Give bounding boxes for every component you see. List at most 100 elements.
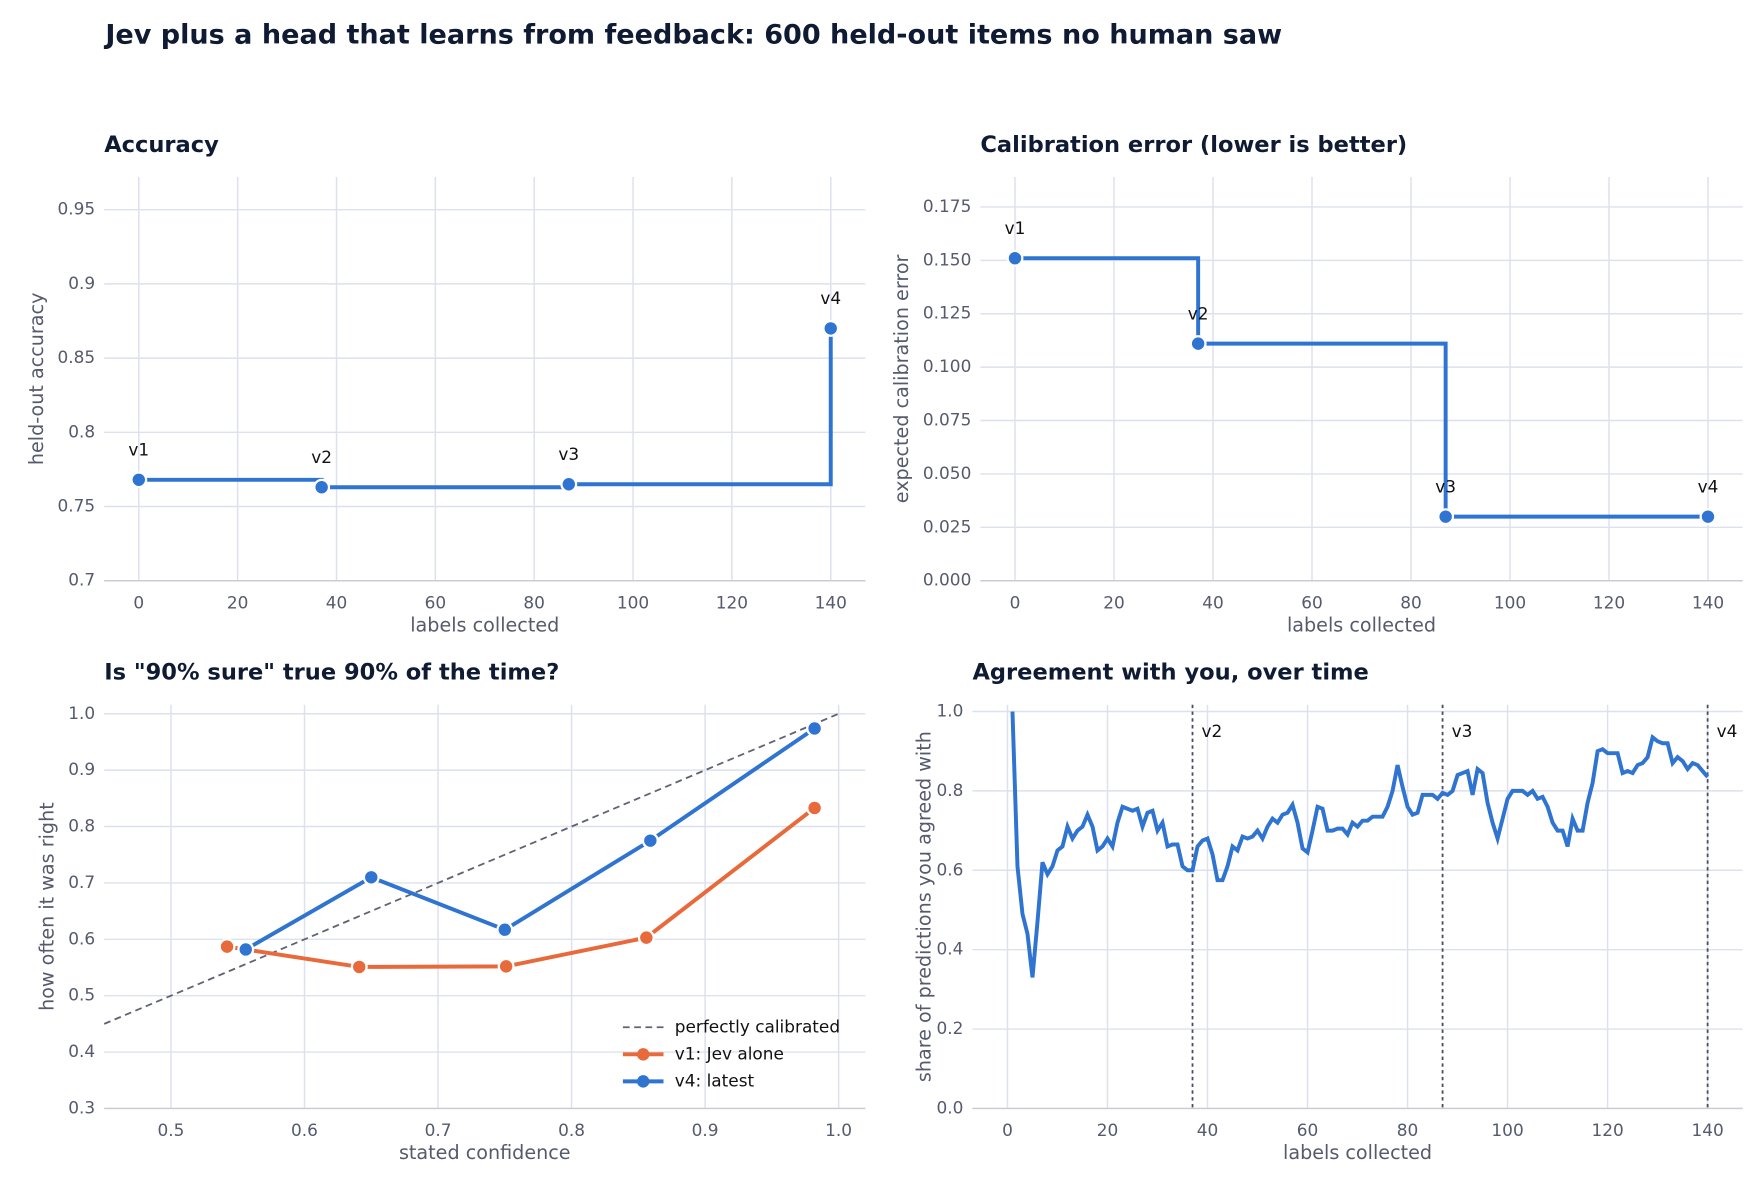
- point: [560, 475, 578, 493]
- point: [313, 478, 331, 496]
- x-tick-label: 60: [1301, 592, 1323, 612]
- x-tick-label: 140: [815, 592, 847, 612]
- step-connector: [1198, 341, 1448, 517]
- subplot-title: Agreement with you, over time: [972, 660, 1368, 686]
- figure-title: Jev plus a head that learns from feedbac…: [103, 20, 1282, 51]
- x-tick-label: 1.0: [825, 1120, 852, 1140]
- x-tick-label: 80: [1400, 592, 1422, 612]
- point: [806, 719, 824, 737]
- y-tick-label: 0.6: [68, 928, 95, 948]
- step-connector: [568, 328, 833, 487]
- x-tick-label: 20: [1097, 1120, 1119, 1140]
- step-connector: [1015, 256, 1201, 344]
- x-tick-label: 140: [1691, 1120, 1723, 1140]
- x-tick-label: 0: [133, 592, 144, 612]
- y-tick-label: 1.0: [68, 703, 95, 723]
- x-tick-label: 100: [1494, 592, 1526, 612]
- point: [218, 938, 236, 956]
- y-tick-label: 0.5: [68, 985, 95, 1005]
- version-label: v2: [1202, 721, 1223, 741]
- point-label: v2: [1188, 303, 1209, 323]
- y-tick-label: 0.7: [68, 570, 95, 590]
- x-tick-label: 20: [227, 592, 249, 612]
- y-tick-label: 0.100: [923, 356, 971, 376]
- x-axis-label: labels collected: [1283, 1141, 1432, 1164]
- x-tick-label: 140: [1692, 592, 1724, 612]
- point: [1006, 249, 1024, 267]
- x-tick-label: 0: [1002, 1120, 1013, 1140]
- y-tick-label: 0.8: [68, 421, 95, 441]
- x-tick-label: 40: [326, 592, 348, 612]
- y-tick-label: 0.000: [923, 570, 971, 590]
- point: [237, 940, 255, 958]
- subplot-title: Accuracy: [104, 132, 219, 158]
- point: [496, 921, 514, 939]
- legend-marker: [636, 1048, 650, 1061]
- y-tick-label: 0.4: [937, 939, 964, 959]
- y-tick-label: 0.9: [68, 759, 95, 779]
- y-tick-label: 0.9: [68, 273, 95, 293]
- y-tick-label: 0.125: [923, 303, 971, 323]
- y-tick-label: 0.4: [68, 1041, 95, 1061]
- point-label: v3: [1435, 476, 1456, 496]
- point: [822, 319, 840, 337]
- point: [362, 868, 380, 886]
- point: [641, 832, 659, 850]
- y-axis-label: how often it was right: [35, 802, 58, 1011]
- y-tick-label: 0.150: [923, 249, 971, 269]
- x-tick-label: 120: [716, 592, 748, 612]
- x-axis-label: labels collected: [410, 613, 559, 636]
- x-tick-label: 60: [1297, 1120, 1319, 1140]
- legend-label: perfectly calibrated: [675, 1016, 840, 1036]
- x-axis-label: stated confidence: [399, 1141, 571, 1164]
- x-tick-label: 120: [1593, 592, 1625, 612]
- y-tick-label: 1.0: [937, 701, 964, 721]
- x-tick-label: 80: [523, 592, 545, 612]
- x-tick-label: 0: [1010, 592, 1021, 612]
- x-tick-label: 40: [1202, 592, 1224, 612]
- point: [806, 799, 824, 817]
- x-tick-label: 80: [1397, 1120, 1419, 1140]
- x-tick-label: 100: [617, 592, 649, 612]
- subplot-title: Is "90% sure" true 90% of the time?: [104, 660, 559, 686]
- legend-label: v4: latest: [675, 1070, 755, 1090]
- point-label: v3: [558, 444, 579, 464]
- x-axis-label: labels collected: [1287, 613, 1436, 636]
- point-label: v4: [1698, 476, 1719, 496]
- x-tick-label: 0.8: [558, 1120, 585, 1140]
- x-tick-label: 120: [1591, 1120, 1623, 1140]
- x-tick-label: 40: [1197, 1120, 1219, 1140]
- point: [497, 957, 515, 975]
- point: [350, 958, 368, 976]
- y-axis-label: expected calibration error: [890, 254, 913, 503]
- y-tick-label: 0.7: [68, 872, 95, 892]
- point-label: v1: [1005, 218, 1026, 238]
- x-tick-label: 0.9: [692, 1120, 719, 1140]
- y-axis-label: held-out accuracy: [25, 293, 48, 466]
- point: [637, 929, 655, 947]
- x-tick-label: 0.6: [291, 1120, 318, 1140]
- y-tick-label: 0.8: [68, 816, 95, 836]
- y-tick-label: 0.3: [68, 1097, 95, 1117]
- point-label: v4: [820, 288, 841, 308]
- x-tick-label: 0.7: [425, 1120, 452, 1140]
- point-label: v1: [128, 439, 149, 459]
- y-tick-label: 0.75: [58, 496, 96, 516]
- version-label: v4: [1717, 721, 1738, 741]
- y-tick-label: 0.025: [923, 516, 971, 536]
- x-tick-label: 60: [425, 592, 447, 612]
- y-axis-label: share of predictions you agreed with: [913, 731, 936, 1082]
- point: [1189, 335, 1207, 353]
- point: [1437, 508, 1455, 526]
- series-line: [1010, 711, 1710, 978]
- legend-marker: [636, 1075, 650, 1088]
- x-tick-label: 0.5: [158, 1120, 185, 1140]
- legend-label: v1: Jev alone: [675, 1043, 784, 1063]
- y-tick-label: 0.2: [937, 1018, 964, 1038]
- y-tick-label: 0.075: [923, 410, 971, 430]
- x-tick-label: 20: [1103, 592, 1125, 612]
- subplot-title: Calibration error (lower is better): [980, 132, 1407, 158]
- x-tick-label: 100: [1491, 1120, 1523, 1140]
